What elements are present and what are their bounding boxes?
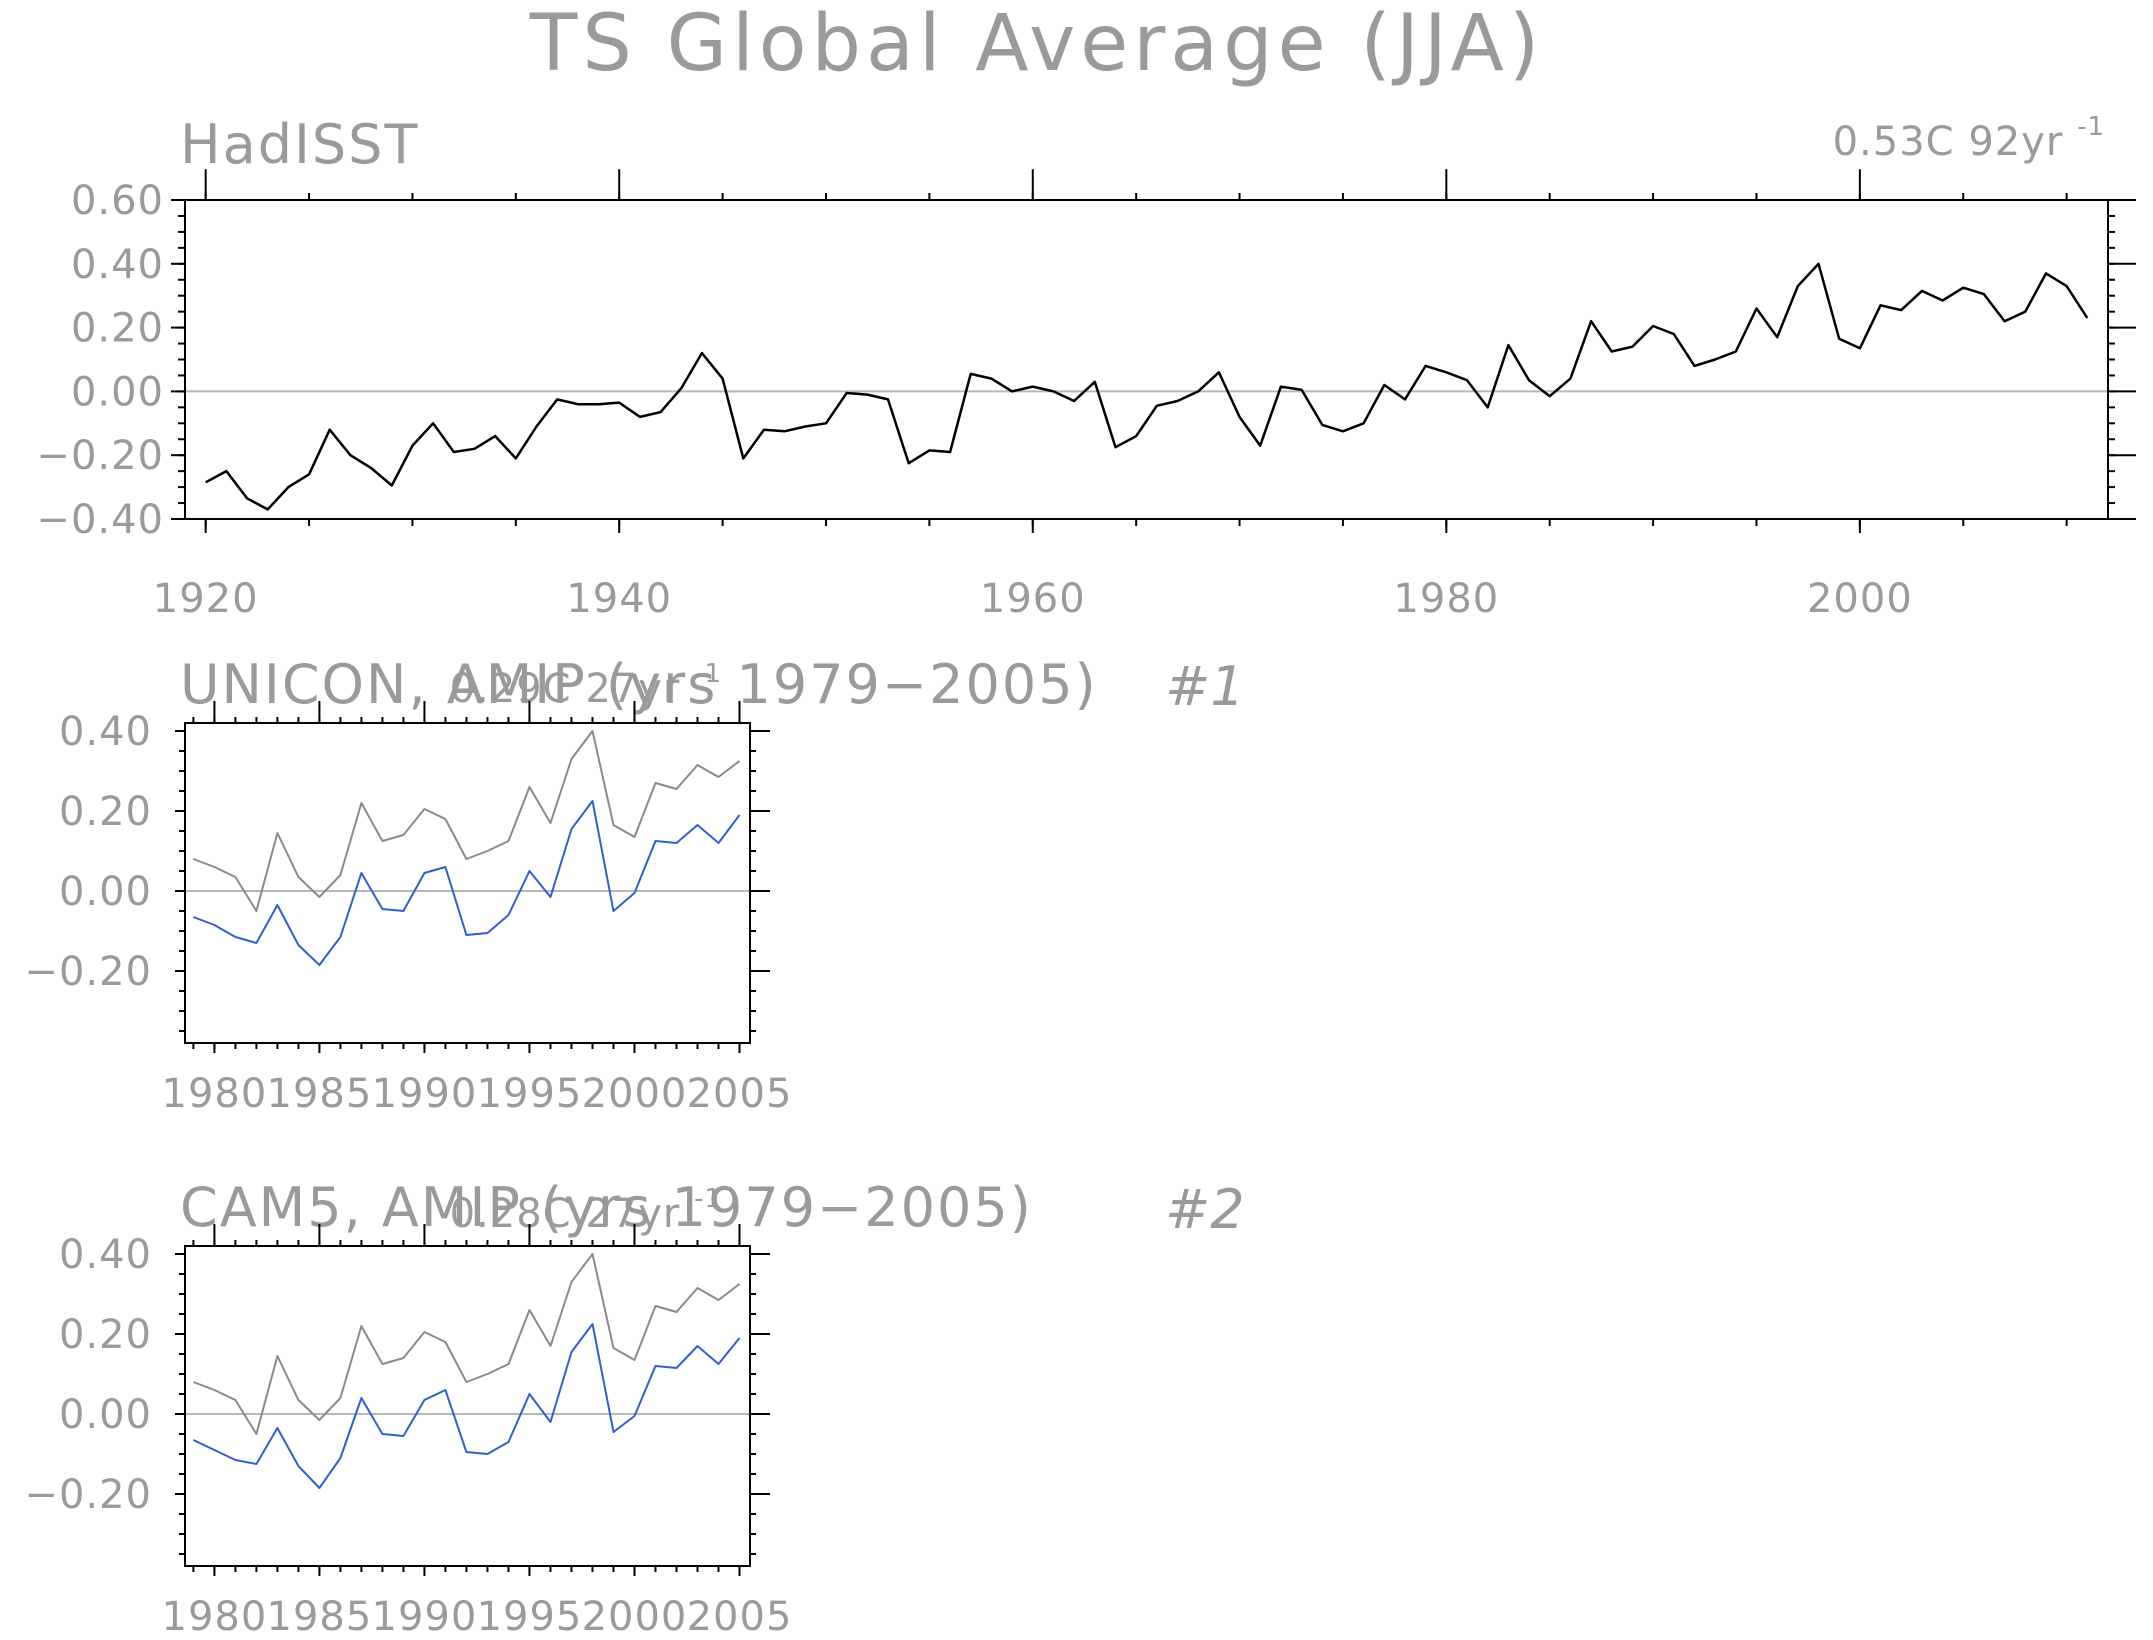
y-tick-label: 0.40 [59, 709, 152, 755]
x-tick-label: 2005 [687, 1594, 793, 1640]
x-tick-label: 1980 [162, 1594, 268, 1640]
x-tick-label: 1995 [477, 1594, 583, 1640]
y-tick-label: −0.20 [24, 1472, 152, 1518]
x-tick-label: 1940 [566, 576, 672, 622]
series-line-0 [205, 262, 2089, 511]
trend-exponent: -1 [2077, 112, 2105, 142]
trend-label: 0.29C 27yr -1 [450, 659, 722, 712]
y-tick-label: 0.20 [59, 789, 152, 835]
y-tick-label: 0.20 [71, 306, 164, 352]
plot-area: 1920 1940 1960 1980 2000 0.60 0.40 0.20 0.00 −0.2… [36, 169, 2136, 622]
x-tick-label: 2000 [582, 1594, 688, 1640]
panel-title: UNICON, AMIP (yrs 1979−2005) [180, 653, 1098, 716]
y-tick-label: 0.00 [59, 869, 152, 915]
x-tick-label: 1990 [372, 1071, 478, 1117]
trend-exponent: -1 [694, 659, 722, 689]
series-line-0 [193, 1253, 741, 1435]
trend-label: 0.28C 27yr -1 [450, 1184, 722, 1237]
plot-frame [184, 199, 2109, 520]
y-tick-label: −0.20 [36, 433, 164, 479]
panel-title: CAM5, AMIP (yrs 1979−2005) [180, 1176, 1033, 1239]
panel-cam5: CAM5, AMIP (yrs 1979−2005) 0.28C 27yr -1… [24, 1176, 1244, 1640]
y-tick-label: 0.20 [59, 1312, 152, 1358]
trend-value: 0.29C 27yr [450, 666, 681, 712]
trend-exponent: -1 [694, 1184, 722, 1214]
y-tick-label: 0.00 [59, 1392, 152, 1438]
x-tick-label: 1920 [153, 576, 259, 622]
trend-label: 0.53C 92yr -1 [1833, 112, 2105, 165]
figure-title: TS Global Average (JJA) [529, 0, 1545, 89]
plot-frame [184, 1245, 751, 1567]
trend-value: 0.53C 92yr [1833, 119, 2064, 165]
x-tick-label: 1960 [980, 576, 1086, 622]
y-tick-label: 0.00 [71, 369, 164, 415]
x-tick-label: 2005 [687, 1071, 793, 1117]
y-tick-label: −0.40 [36, 497, 164, 543]
x-tick-label: 1980 [162, 1071, 268, 1117]
x-tick-label: 1990 [372, 1594, 478, 1640]
panel-unicon: UNICON, AMIP (yrs 1979−2005) 0.29C 27yr … [24, 653, 1244, 1117]
x-tick-label: 2000 [1807, 576, 1913, 622]
x-tick-label: 2000 [582, 1071, 688, 1117]
plot-frame [184, 722, 751, 1044]
y-tick-label: −0.20 [24, 949, 152, 995]
series-line-1 [192, 1323, 741, 1489]
trend-value: 0.28C 27yr [450, 1191, 681, 1237]
series-line-0 [193, 730, 741, 912]
panel-number: #1 [1165, 655, 1245, 718]
y-tick-label: 0.40 [59, 1232, 152, 1278]
series-line-1 [193, 800, 741, 966]
y-tick-label: 0.60 [71, 178, 164, 224]
x-tick-label: 1995 [477, 1071, 583, 1117]
panel-hadisst: HadISST 0.53C 92yr -1 1920 1940 1960 1980 20… [36, 112, 2136, 622]
x-tick-label: 1980 [1393, 576, 1499, 622]
panel-number: #2 [1165, 1178, 1245, 1241]
plot-area: 1980 1985 1990 1995 2000 2005 0.40 0.20 0.00 −0.2… [24, 701, 793, 1117]
x-tick-label: 1985 [267, 1594, 373, 1640]
panel-title: HadISST [180, 113, 419, 176]
plot-area: 1980 1985 1990 1995 2000 2005 0.40 0.20 0.00 −0.2… [24, 1224, 793, 1640]
y-tick-label: 0.40 [71, 242, 164, 288]
x-tick-label: 1985 [267, 1071, 373, 1117]
